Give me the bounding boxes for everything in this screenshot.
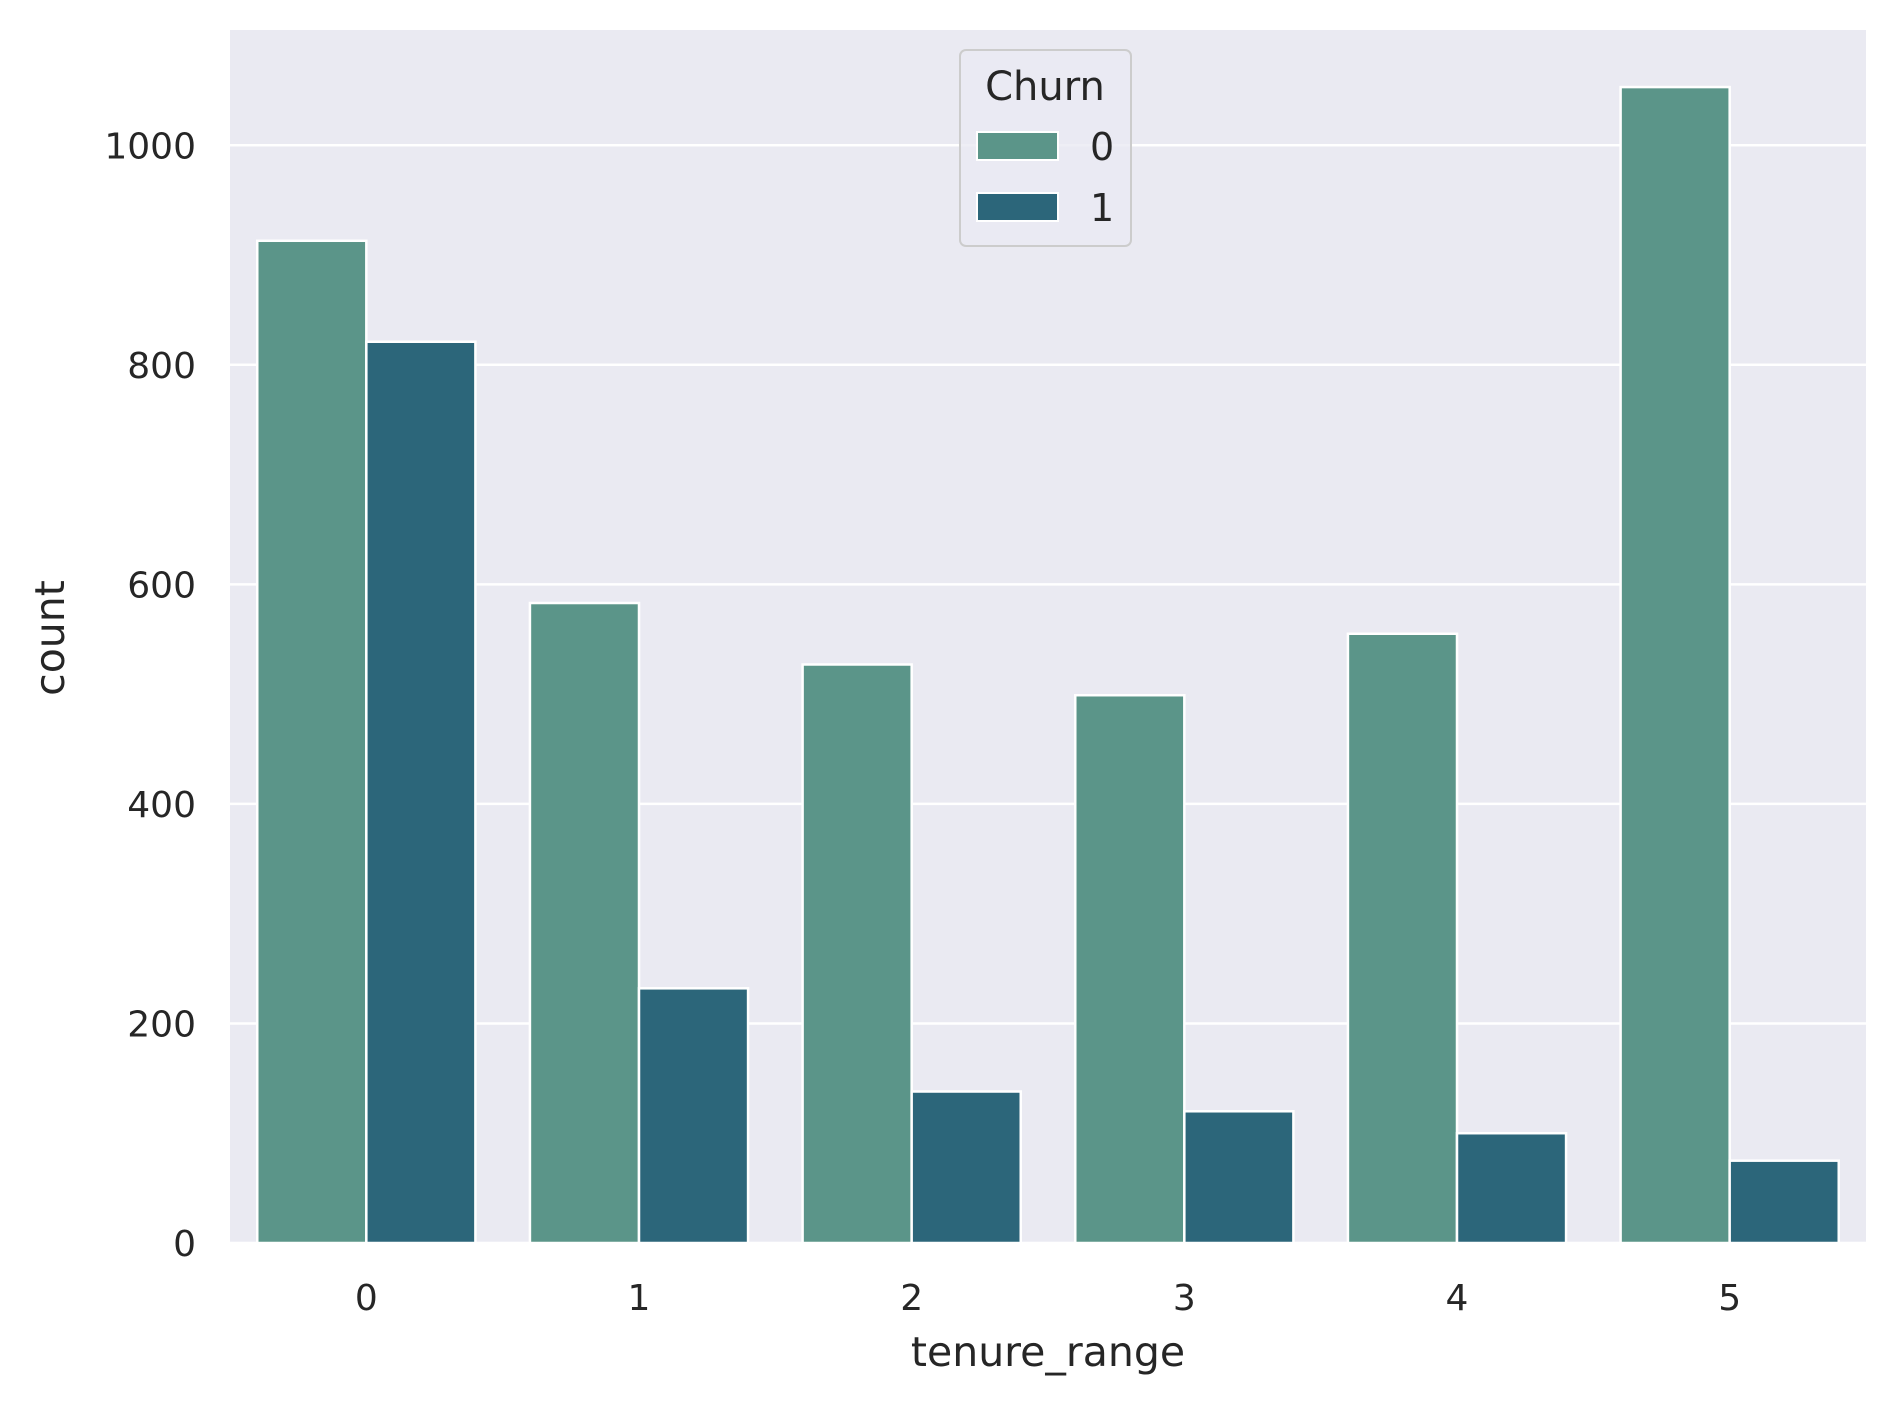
x-tick-label: 1: [628, 1278, 651, 1319]
legend-title: Churn: [985, 64, 1105, 110]
y-tick-label: 400: [127, 785, 196, 826]
y-tick-label: 600: [127, 565, 196, 606]
bar-4-churn-0: [1346, 632, 1459, 1245]
bar-5-churn-1: [1728, 1159, 1840, 1245]
y-tick-label: 200: [127, 1004, 196, 1045]
bars: [256, 85, 1840, 1245]
legend-swatch-0: [976, 131, 1059, 161]
bar-2-churn-0: [801, 663, 913, 1245]
x-tick-label: 3: [1173, 1278, 1196, 1319]
legend: Churn 0 1: [959, 49, 1132, 247]
y-axis-ticks: 0 200 400 600 800 1000: [104, 126, 196, 1265]
bar-4-churn-1: [1455, 1131, 1568, 1245]
x-tick-label: 4: [1446, 1278, 1469, 1319]
y-axis-label: count: [26, 580, 74, 696]
legend-label-1: 1: [1090, 186, 1114, 230]
legend-label-0: 0: [1090, 125, 1114, 169]
bar-3-churn-1: [1183, 1110, 1295, 1245]
x-axis-ticks: 0 1 2 3 4 5: [355, 1278, 1741, 1319]
bar-1-churn-1: [637, 987, 750, 1245]
bar-0-churn-1: [365, 340, 477, 1245]
bar-3-churn-0: [1074, 693, 1186, 1245]
y-tick-label: 1000: [104, 126, 196, 167]
x-axis-label: tenure_range: [911, 1328, 1185, 1376]
bar-2-churn-1: [910, 1090, 1022, 1245]
legend-swatch-1: [976, 192, 1059, 222]
bar-5-churn-0: [1619, 85, 1731, 1245]
y-tick-label: 0: [173, 1224, 196, 1265]
x-tick-label: 2: [900, 1278, 923, 1319]
bar-1-churn-0: [528, 601, 641, 1245]
bar-0-churn-0: [256, 239, 368, 1245]
y-tick-label: 800: [127, 346, 196, 387]
x-tick-label: 5: [1718, 1278, 1741, 1319]
x-tick-label: 0: [355, 1278, 378, 1319]
